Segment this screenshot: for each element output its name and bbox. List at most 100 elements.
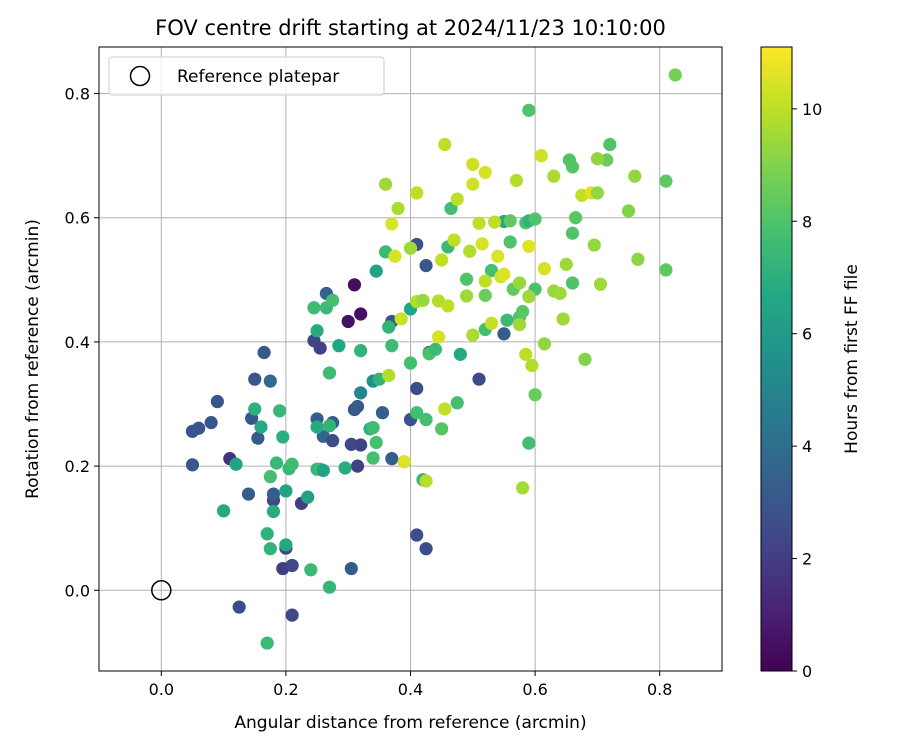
data-point [522,290,536,304]
y-tick-label: 0.6 [65,209,90,228]
plot-area: 0.0 0.2 0.4 0.6 0.8 0.0 0.2 0.4 0.6 0.8 Referenc… [65,46,723,699]
data-point [537,262,552,276]
data-point [204,416,218,430]
data-point [341,314,355,329]
colorbar-label: Hours from first FF file [842,264,862,454]
data-point [444,201,458,216]
data-point [326,434,340,448]
data-point [512,276,527,290]
data-point [269,456,284,470]
data-point [438,137,452,152]
data-point [668,68,682,82]
data-point [285,457,299,471]
data-point [525,358,539,373]
data-point [466,328,480,342]
data-point [516,304,530,319]
data-point [553,286,567,301]
data-point [631,252,645,266]
data-point [659,174,673,188]
data-point [587,238,601,252]
data-point [263,542,277,556]
x-axis-label: Angular distance from reference (arcmin) [234,713,586,733]
data-point [316,463,330,478]
data-point [241,487,256,501]
data-point [385,452,399,466]
data-point [266,504,281,519]
data-point [447,233,461,247]
data-point [441,299,455,313]
data-point [488,215,502,229]
data-point [528,212,542,226]
data-point [450,396,464,410]
data-point [279,538,293,552]
colorbar: 0 2 4 6 8 10 Hours from first FF file [760,46,862,681]
data-point [260,636,274,650]
data-point [260,527,274,541]
data-point [304,563,318,577]
data-point [590,186,605,200]
y-axis-label: Rotation from reference (arcmin) [23,219,43,499]
colorbar-gradient [760,46,793,672]
reference-marker [151,580,172,601]
data-point [565,160,580,174]
data-point [659,263,673,277]
data-point [503,214,517,228]
data-point [354,307,368,321]
data-point [537,337,552,351]
data-point [322,580,337,594]
data-point [590,152,605,166]
data-point [509,173,524,188]
data-point [257,345,271,360]
data-point [568,211,583,225]
data-point [388,249,402,263]
data-point [484,316,499,330]
data-point [403,356,418,370]
data-point [385,339,399,353]
data-point [450,192,464,206]
data-point [410,406,424,420]
data-point [519,347,533,361]
data-point [522,103,536,117]
data-point [419,412,433,427]
y-tick-label: 0.0 [65,581,90,600]
y-tick-label: 0.8 [65,85,90,104]
data-point [382,320,396,334]
data-point [459,272,474,286]
data-point [310,420,324,434]
data-point [528,388,542,402]
data-point [547,169,561,183]
colorbar-tick-label: 4 [802,437,812,456]
data-point [375,406,390,420]
colorbar-tick-label: 2 [802,550,812,569]
data-point [628,169,642,183]
data-point [338,461,352,475]
data-point [500,313,514,327]
data-point [326,293,340,307]
data-point [313,341,327,355]
data-point [382,368,396,383]
data-point [366,421,380,435]
data-point [185,458,200,472]
data-point [354,344,368,358]
data-point [248,372,262,386]
data-point [416,293,430,307]
data-point [621,204,636,218]
data-point [254,420,268,434]
x-tick-label: 0.4 [398,680,423,699]
data-point [478,274,492,288]
data-point [403,241,418,255]
data-point [263,470,277,484]
data-point [522,239,536,253]
data-point [565,226,580,240]
data-point [394,312,408,326]
colorbar-tick-label: 0 [802,662,812,681]
y-axis: 0.0 0.2 0.4 0.6 0.8 [65,85,99,600]
data-point [522,436,536,450]
data-point [369,264,383,278]
data-point [419,542,433,556]
data-point [459,289,474,303]
data-point [307,301,321,315]
colorbar-tick-label: 8 [802,212,812,231]
data-point [410,186,424,200]
